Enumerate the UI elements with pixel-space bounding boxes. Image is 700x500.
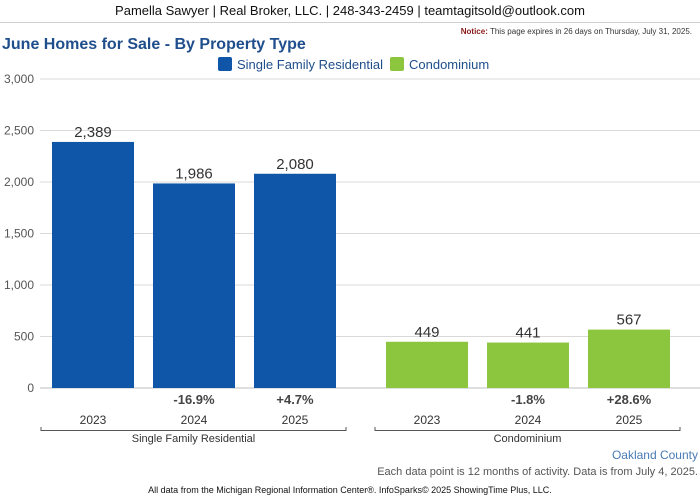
expiry-notice: Notice: This page expires in 26 days on …: [461, 27, 692, 36]
notice-label: Notice:: [460, 27, 488, 36]
legend-label-single-family: Single Family Residential: [237, 57, 383, 72]
y-tick-label: 0: [27, 381, 34, 395]
y-tick-label: 1,500: [4, 227, 34, 241]
yoy-change-label: +28.6%: [607, 392, 652, 407]
y-tick-label: 1,000: [4, 278, 34, 292]
yoy-change-label: -16.9%: [173, 392, 215, 407]
group-label: Condominium: [494, 433, 562, 445]
legend-label-condominium: Condominium: [409, 57, 490, 72]
x-tick-label: 2024: [181, 413, 208, 427]
bar-value-label: 1,986: [175, 165, 213, 182]
y-tick-label: 500: [14, 330, 34, 344]
legend-item-single-family: Single Family Residential: [218, 57, 383, 73]
bar-value-label: 567: [616, 312, 641, 329]
yoy-change-label: +4.7%: [276, 392, 314, 407]
chart-legend: Single Family Residential Condominium: [0, 57, 700, 75]
x-tick-label: 2025: [282, 413, 309, 427]
group-label: Single Family Residential: [132, 433, 256, 445]
x-tick-label: 2025: [616, 413, 643, 427]
bar-value-label: 449: [414, 324, 439, 341]
contact-text: Pamella Sawyer | Real Broker, LLC. | 248…: [115, 3, 585, 18]
y-tick-label: 2,000: [4, 175, 34, 189]
yoy-change-label: -1.8%: [511, 392, 545, 407]
source-footer: All data from the Michigan Regional Info…: [148, 485, 552, 495]
legend-swatch-condominium: [390, 57, 404, 71]
county-label: Oakland County: [611, 448, 698, 462]
bar-value-label: 441: [515, 325, 540, 342]
bar-single-family-2023: [52, 141, 134, 388]
data-note: Each data point is 12 months of activity…: [377, 466, 698, 478]
bar-value-label: 2,389: [74, 124, 112, 141]
y-tick-label: 2,500: [4, 124, 34, 138]
legend-swatch-single-family: [218, 57, 232, 71]
bar-condominium-2024: [487, 342, 569, 388]
bar-condominium-2023: [386, 341, 468, 388]
bar-condominium-2025: [588, 329, 670, 388]
y-tick-label: 3,000: [4, 72, 34, 86]
legend-item-condominium: Condominium: [390, 57, 489, 73]
bar-single-family-2024: [153, 183, 235, 388]
x-tick-label: 2023: [80, 413, 107, 427]
chart-title: June Homes for Sale - By Property Type: [2, 36, 306, 53]
bar-single-family-2025: [254, 173, 336, 388]
x-tick-label: 2024: [515, 413, 542, 427]
x-tick-label: 2023: [414, 413, 441, 427]
notice-text: This page expires in 26 days on Thursday…: [489, 27, 692, 36]
contact-bar: Pamella Sawyer | Real Broker, LLC. | 248…: [0, 0, 700, 23]
bar-value-label: 2,080: [276, 156, 314, 173]
